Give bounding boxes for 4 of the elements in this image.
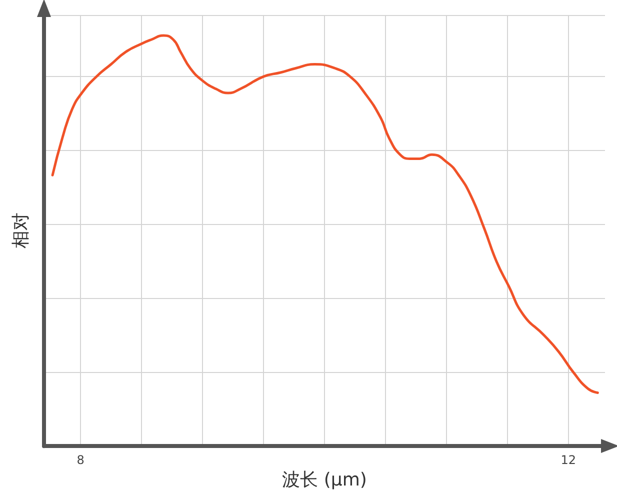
x-tick-label: 8 bbox=[76, 453, 84, 468]
y-axis-title: 相对 bbox=[10, 212, 32, 249]
x-tick-label: 12 bbox=[560, 453, 576, 468]
x-axis-title: 波长 (µm) bbox=[282, 470, 367, 490]
